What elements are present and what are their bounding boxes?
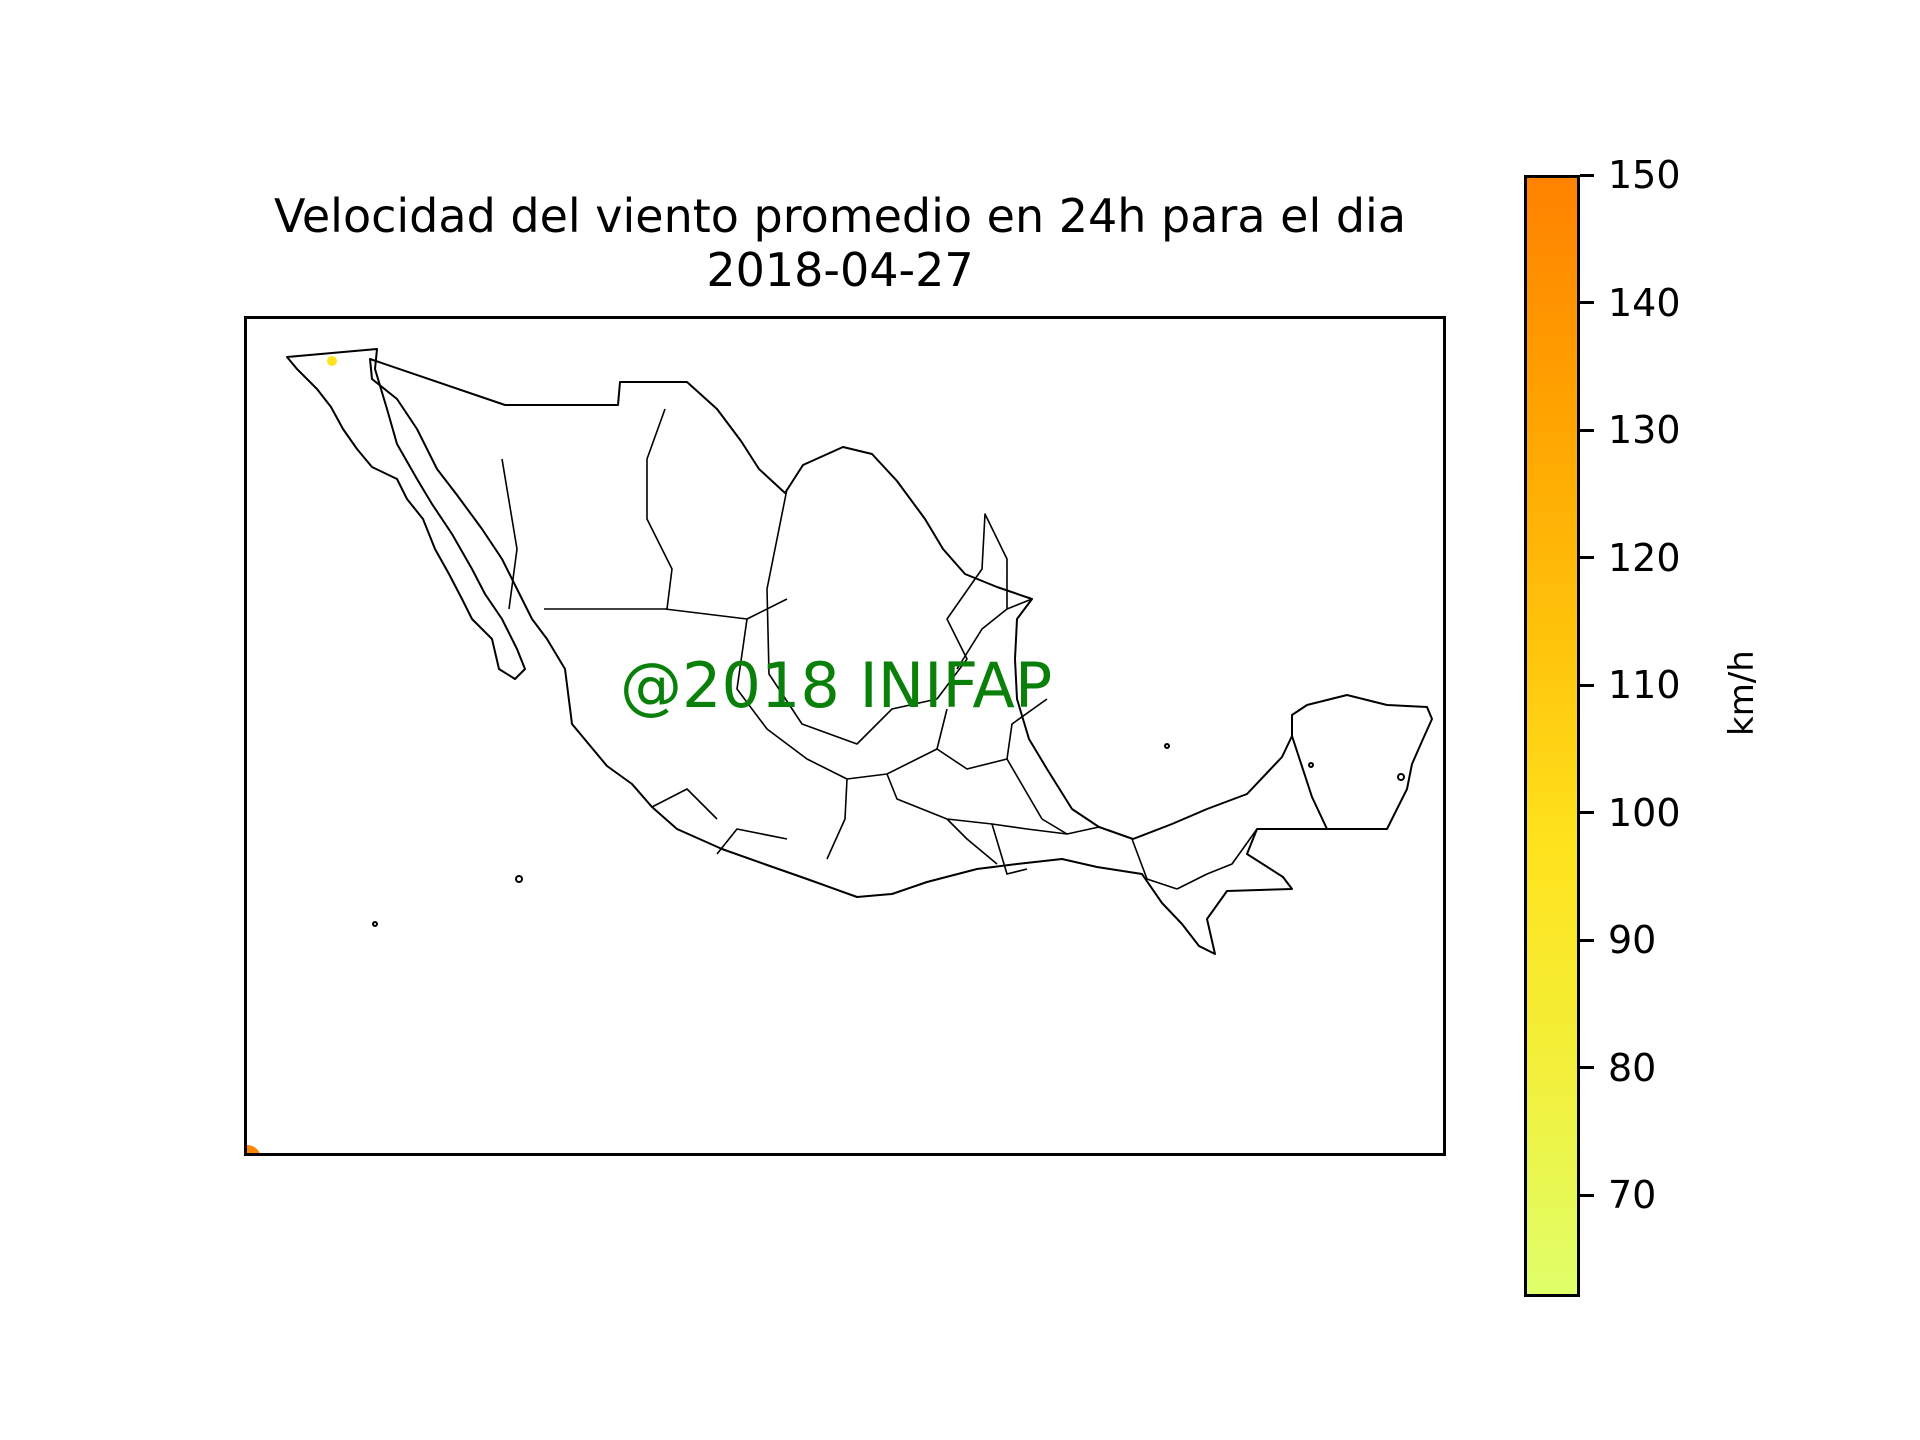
- island: [1308, 762, 1314, 768]
- colorbar-tick-label: 150: [1608, 153, 1681, 197]
- colorbar-unit-label: km/h: [1722, 650, 1762, 736]
- map-axes: [244, 316, 1446, 1156]
- colorbar-tick-label: 110: [1608, 663, 1681, 707]
- colorbar-tick-100: [1580, 811, 1594, 814]
- island: [515, 875, 523, 883]
- colorbar-tick-label: 140: [1608, 280, 1681, 325]
- colorbar-tick-130: [1580, 428, 1594, 432]
- colorbar-tick-label: 80: [1608, 1045, 1657, 1090]
- copyright-watermark: @2018 INIFAP: [620, 649, 1053, 722]
- colorbar-tick-140: [1580, 301, 1594, 304]
- colorbar-tick-label: 100: [1608, 790, 1681, 835]
- colorbar-tick-70: [1580, 1193, 1594, 1197]
- chart-title-line-2: 2018-04-27: [706, 243, 974, 297]
- colorbar-tick-80: [1580, 1066, 1594, 1069]
- yucatan-outline: [1291, 735, 1328, 830]
- colorbar-tick-label: 70: [1608, 1173, 1657, 1217]
- colorbar-tick-150: [1580, 173, 1594, 177]
- island: [1164, 743, 1170, 749]
- colorbar-tick-label: 130: [1608, 408, 1681, 452]
- colorbar-tick-90: [1580, 938, 1594, 942]
- island: [372, 921, 378, 927]
- colorbar-tick-label: 90: [1608, 918, 1657, 962]
- data-point-high-wind-yellow: [327, 356, 337, 366]
- colorbar-tick-120: [1580, 556, 1594, 559]
- mainland-outline: [369, 358, 1433, 955]
- chart-title-line-1: Velocidad del viento promedio en 24h par…: [273, 189, 1407, 243]
- colorbar: [1524, 175, 1580, 1297]
- data-point-high-wind-orange: [247, 1145, 260, 1153]
- mexico-map: [247, 348, 1433, 1153]
- island: [1397, 773, 1405, 781]
- colorbar-tick-110: [1580, 683, 1594, 687]
- colorbar-tick-label: 120: [1608, 535, 1681, 580]
- state-boundaries: [501, 408, 1258, 890]
- baja-california-outline: [286, 348, 526, 680]
